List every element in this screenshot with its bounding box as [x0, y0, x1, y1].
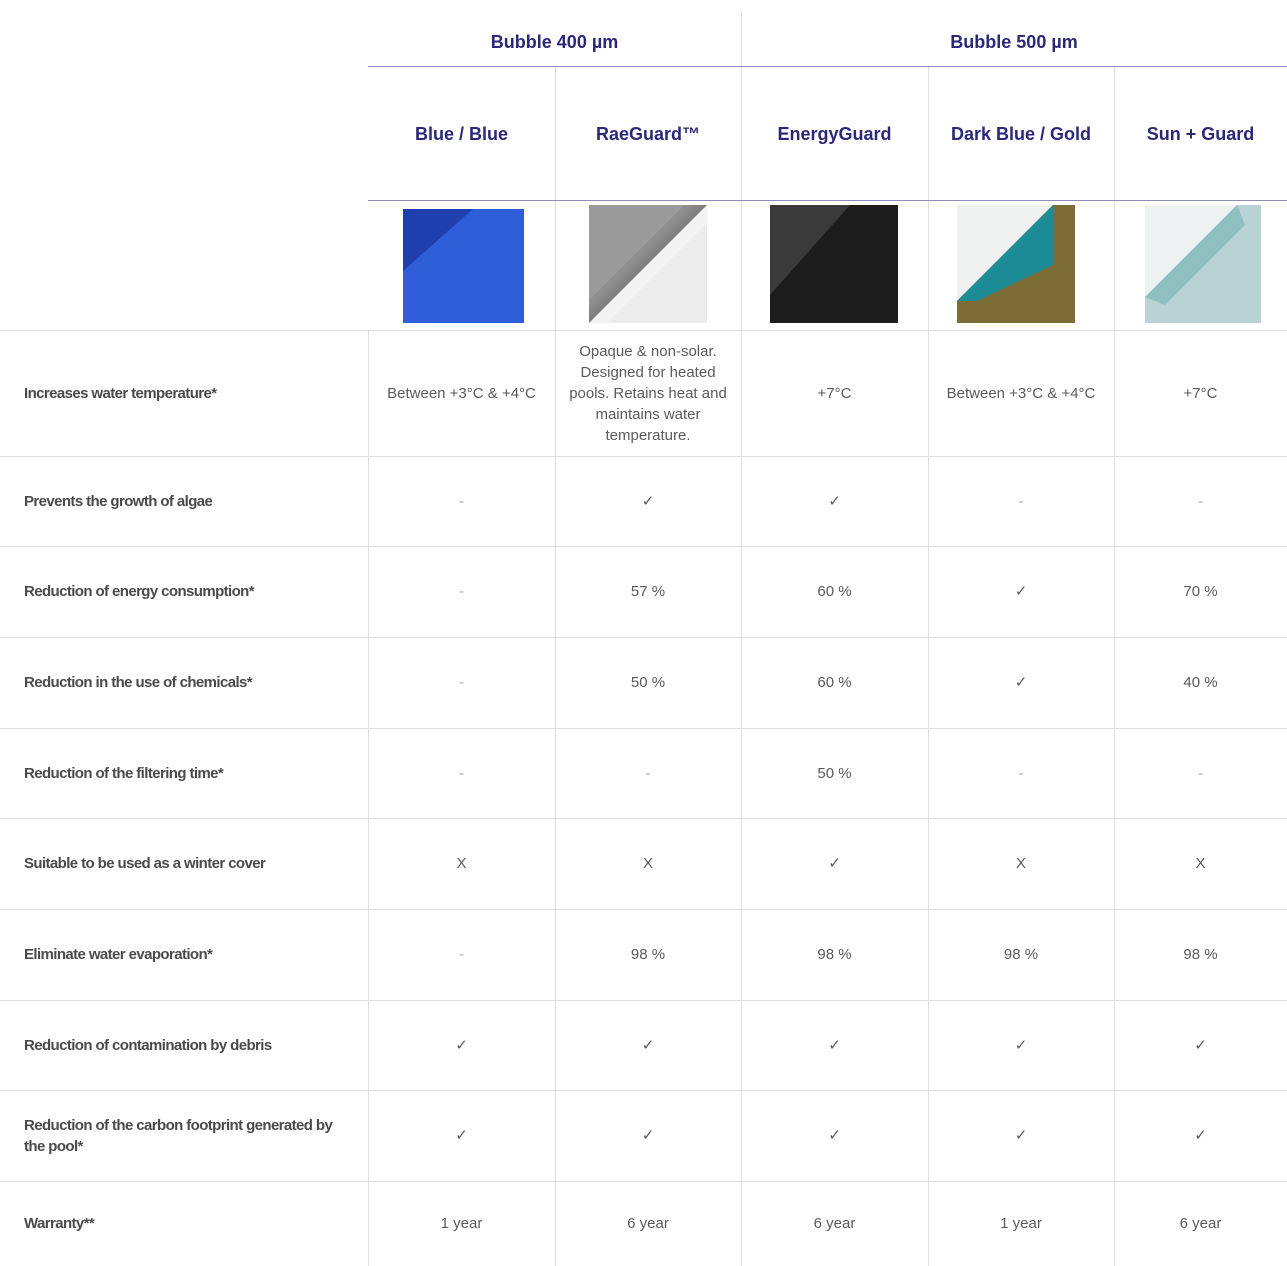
cell-value: -	[459, 492, 464, 510]
feature-label: Reduction in the use of chemicals*	[24, 674, 253, 691]
header-rule	[368, 66, 1287, 67]
feature-label: Eliminate water evaporation*	[24, 946, 213, 963]
cell-value: ✓	[455, 1036, 468, 1054]
cell-value: 98 %	[1003, 946, 1039, 963]
row-rule	[0, 1090, 1287, 1091]
feature-label: Reduction of contamination by debris	[24, 1036, 272, 1054]
feature-label: Reduction of the carbon footprint genera…	[24, 1116, 333, 1155]
cell-value: -	[459, 583, 464, 600]
cell-value: Between +3°C & +4°C	[946, 384, 1096, 402]
cell-value: -	[459, 764, 464, 782]
divider	[1114, 66, 1115, 1266]
cell-value: ✓	[641, 1127, 655, 1144]
cell-value: ✓	[1194, 1036, 1207, 1054]
cell-value: 60 %	[817, 674, 852, 691]
cell-value: ✓	[641, 492, 655, 510]
product-name: Sun + Guard	[1146, 123, 1255, 144]
cell-value: 1 year	[1000, 1215, 1042, 1232]
cell-value: 70 %	[1183, 583, 1218, 600]
divider	[928, 66, 929, 1266]
cell-value: ✓	[455, 1127, 468, 1144]
row-rule	[0, 909, 1287, 910]
cell-value: 50 %	[817, 764, 852, 782]
product-name: RaeGuard™	[595, 123, 701, 144]
row-rule	[0, 728, 1287, 729]
feature-label: Reduction of energy consumption*	[24, 583, 255, 600]
divider	[555, 66, 556, 1266]
cell-value: ✓	[641, 1036, 655, 1054]
row-rule	[0, 1000, 1287, 1001]
cell-value: ✓	[828, 1127, 841, 1144]
cell-value: ✓	[828, 492, 841, 510]
cell-value: 98 %	[817, 946, 852, 963]
cell-value: 98 %	[630, 946, 666, 963]
row-rule	[0, 1181, 1287, 1182]
swatch-sun-guard	[1145, 205, 1261, 323]
cell-value: ✓	[1194, 1127, 1207, 1144]
cell-value: ✓	[1014, 1127, 1028, 1144]
cell-value: -	[459, 674, 464, 691]
cell-value: -	[1198, 764, 1203, 782]
cell-value: 98 %	[1183, 946, 1218, 963]
cell-value: X	[642, 855, 653, 872]
cell-value: X	[1015, 855, 1026, 872]
product-name: EnergyGuard	[777, 123, 892, 144]
feature-label: Increases water temperature*	[24, 384, 217, 402]
product-name: Blue / Blue	[414, 123, 508, 144]
cell-value: -	[1018, 492, 1024, 510]
cell-value: ✓	[1014, 583, 1028, 600]
row-rule	[0, 330, 1287, 331]
feature-label: Suitable to be used as a winter cover	[24, 855, 266, 872]
cell-value: ✓	[1014, 674, 1028, 691]
swatch-blue	[403, 209, 524, 323]
cell-value: +7°C	[1183, 384, 1218, 402]
cell-value: X	[456, 855, 467, 872]
group-header: Bubble 400 µm	[490, 31, 619, 52]
cell-value: -	[459, 946, 464, 963]
cell-value: -	[1198, 492, 1203, 510]
cell-value: 50 %	[630, 674, 666, 691]
header-rule	[368, 200, 1287, 201]
swatch-raeguard	[589, 205, 707, 323]
cell-value: 6 year	[627, 1215, 669, 1232]
group-header: Bubble 500 µm	[950, 31, 1078, 52]
swatch-darkblue-gold	[957, 205, 1075, 323]
swatch-energyguard	[770, 205, 898, 323]
cell-value: Between +3°C & +4°C	[387, 384, 536, 402]
cell-value: ✓	[1014, 1036, 1028, 1054]
cell-value: 60 %	[817, 583, 852, 600]
feature-label: Reduction of the filtering time*	[24, 764, 224, 782]
cell-value: -	[645, 764, 651, 782]
row-rule	[0, 637, 1287, 638]
cell-value: +7°C	[817, 384, 852, 402]
divider	[741, 12, 742, 1266]
cell-value: -	[1018, 764, 1024, 782]
cell-value: 6 year	[813, 1215, 856, 1232]
row-rule	[0, 546, 1287, 547]
cell-value: ✓	[828, 855, 841, 872]
divider	[368, 330, 369, 1266]
product-name: Dark Blue / Gold	[950, 123, 1092, 144]
cell-value: 1 year	[440, 1215, 483, 1232]
cell-value: X	[1195, 855, 1206, 872]
cell-value: Opaque & non-solar. Designed for heated …	[569, 342, 727, 444]
cell-value: 57 %	[630, 583, 666, 600]
cell-value: 6 year	[1179, 1215, 1222, 1232]
feature-label: Prevents the growth of algae	[24, 492, 213, 510]
row-rule	[0, 456, 1287, 457]
row-rule	[0, 818, 1287, 819]
cell-value: 40 %	[1183, 674, 1218, 691]
feature-label: Warranty**	[24, 1215, 95, 1232]
cell-value: ✓	[828, 1036, 841, 1054]
